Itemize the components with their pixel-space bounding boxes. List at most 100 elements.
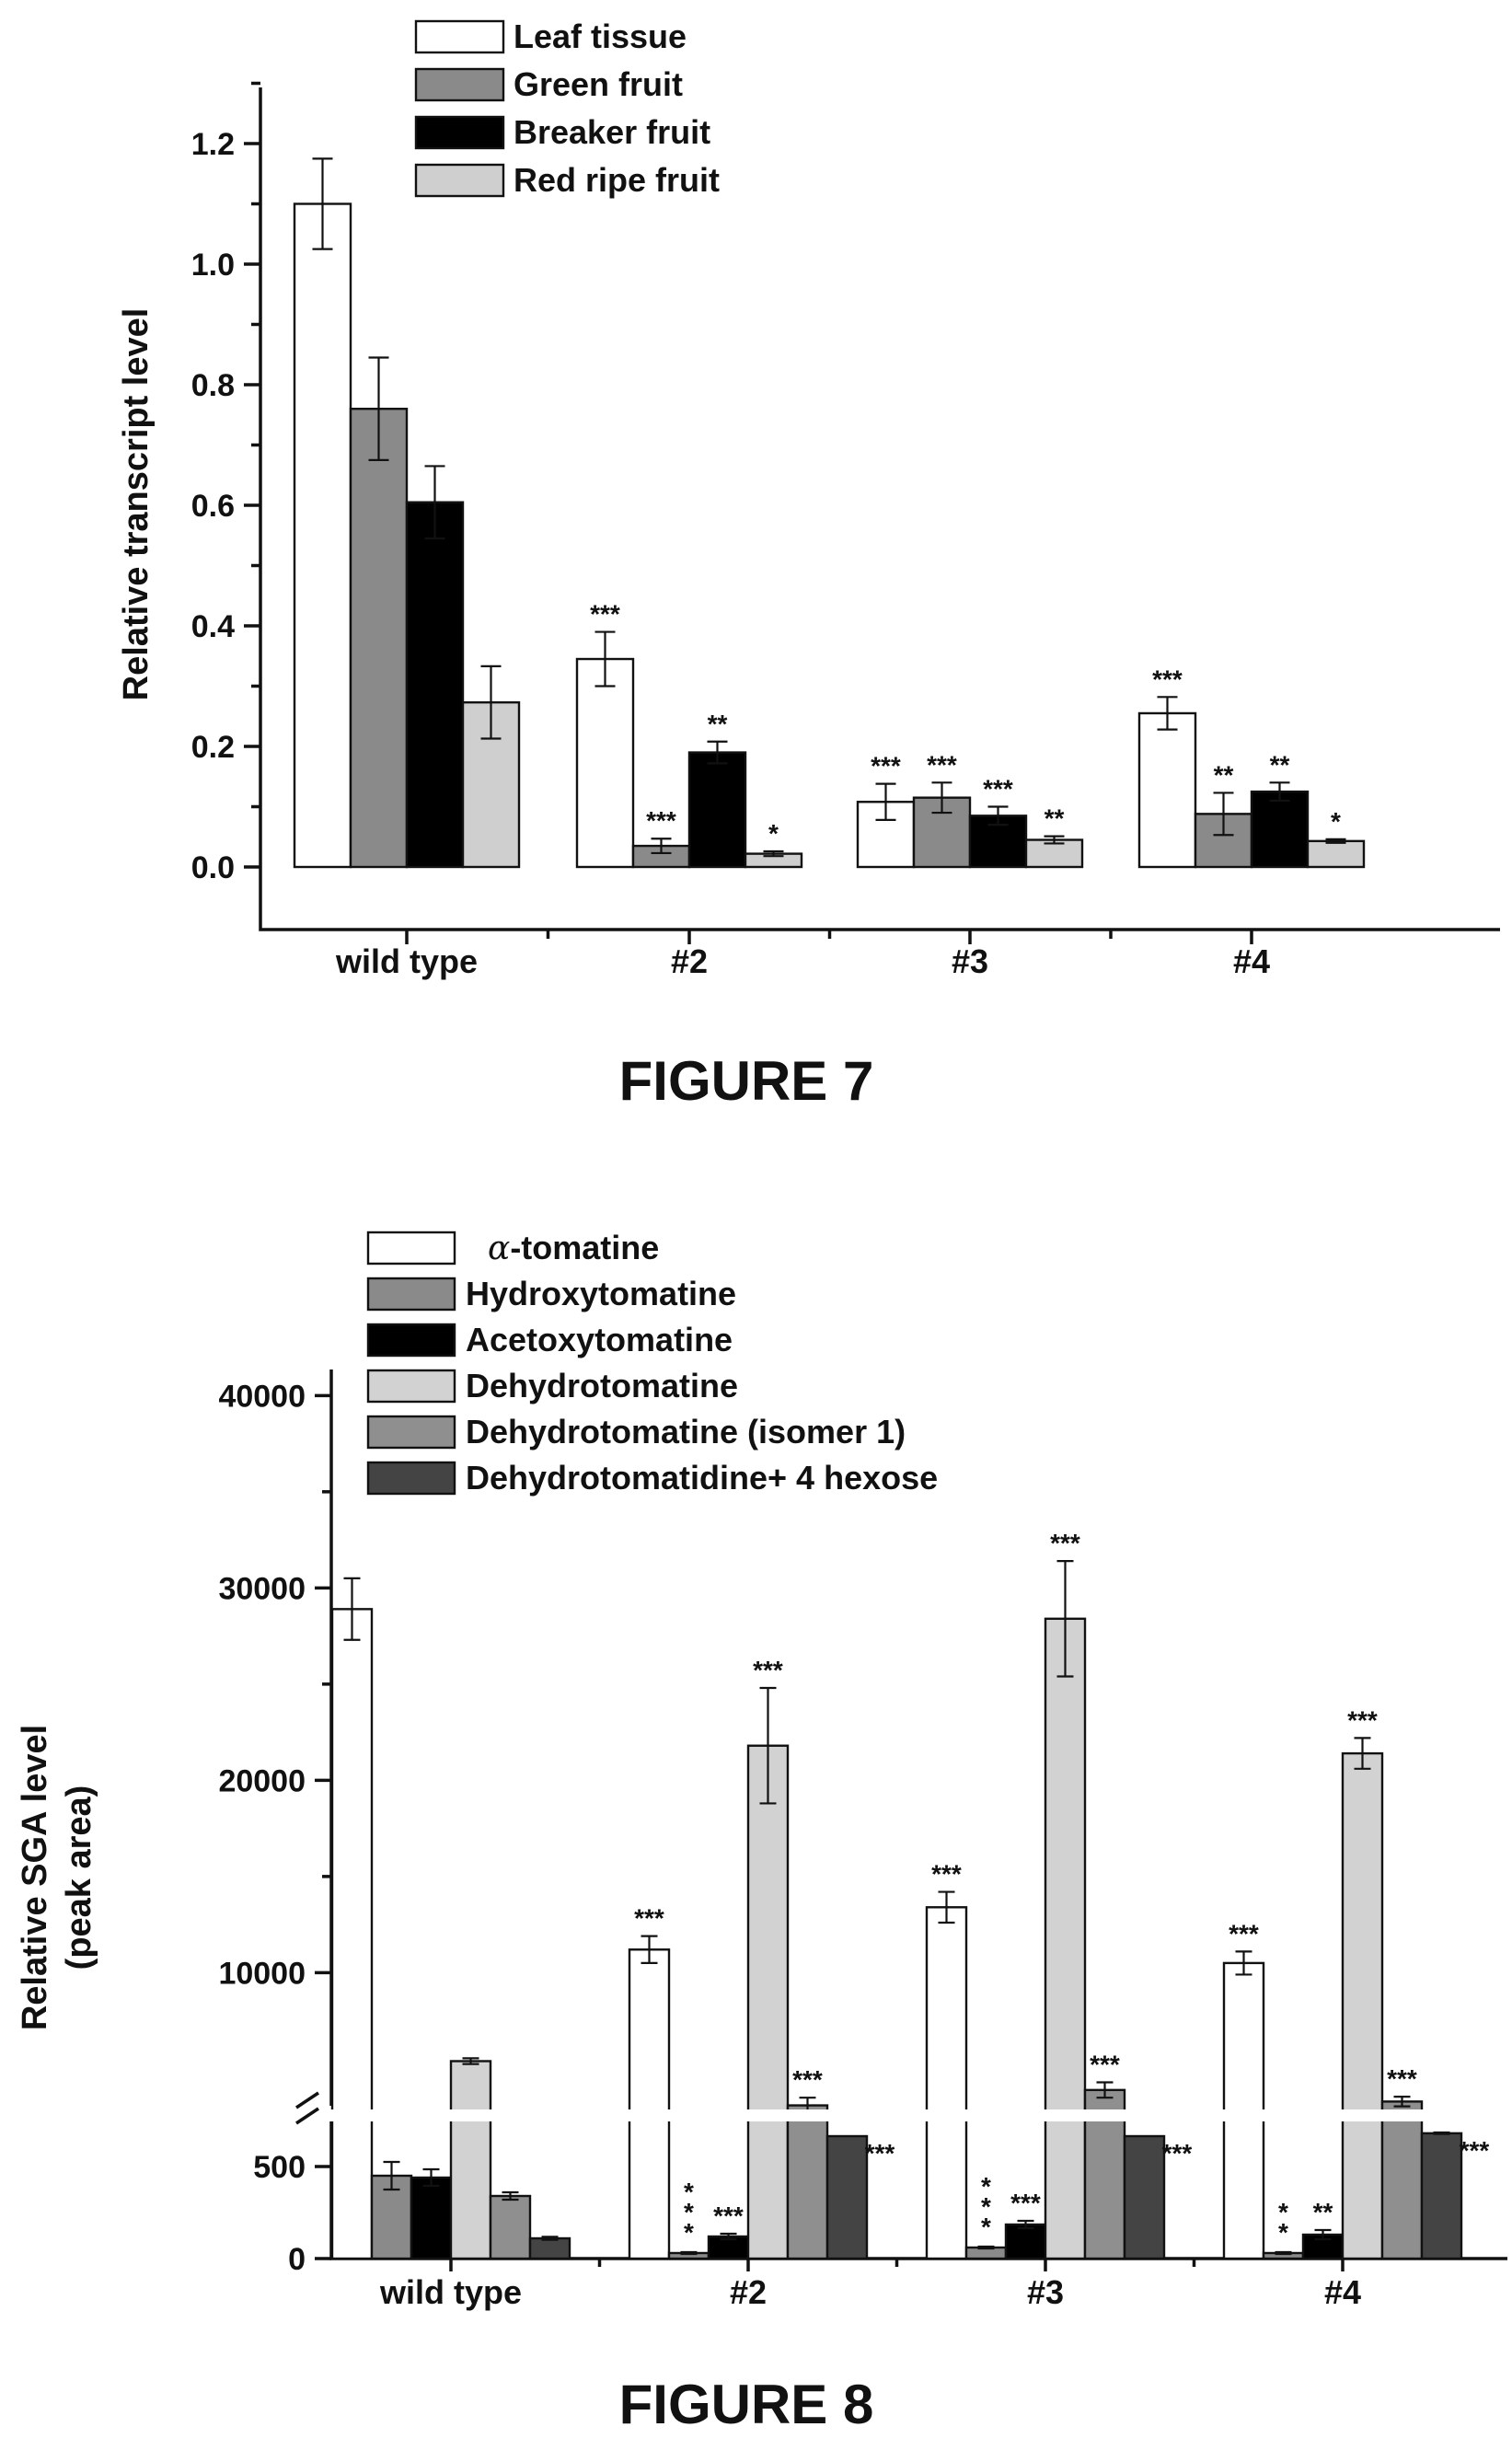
legend-label: Red ripe fruit <box>514 161 720 199</box>
legend-label: Dehydrotomatidine+ 4 hexose <box>466 1459 938 1497</box>
y-tick-label: 20000 <box>218 1763 306 1798</box>
y-tick-label: 30000 <box>218 1571 306 1606</box>
x-tick-label: #4 <box>1324 2273 1361 2311</box>
bar <box>293 202 352 869</box>
legend-swatch <box>366 1461 456 1496</box>
x-tick-label: #2 <box>671 942 708 980</box>
x-tick-label: #4 <box>1233 942 1270 980</box>
figure-7-label: FIGURE 7 <box>619 1050 874 1112</box>
legend-swatch <box>366 1369 456 1404</box>
bar <box>405 501 465 869</box>
significance-label: * <box>684 2178 694 2206</box>
significance-label: *** <box>590 600 620 629</box>
y-tick-label: 40000 <box>218 1379 306 1414</box>
significance-label: * <box>1331 807 1341 836</box>
legend-label: Leaf tissue <box>514 17 687 55</box>
bar <box>1123 2134 1166 2260</box>
significance-label: *** <box>713 2202 744 2230</box>
significance-label: *** <box>634 1904 664 1933</box>
legend-swatch <box>366 1323 456 1358</box>
significance-label: * <box>768 819 779 848</box>
bar <box>1380 2100 1424 2260</box>
legend-label: Dehydrotomatine <box>466 1367 738 1404</box>
significance-label: *** <box>1387 2064 1417 2093</box>
bar <box>1420 2132 1463 2260</box>
significance-label: *** <box>646 806 676 835</box>
bar <box>687 751 747 869</box>
axis-break-gap <box>290 2109 1512 2121</box>
significance-label: *** <box>1229 1919 1259 1947</box>
x-tick-label: #3 <box>1027 2273 1064 2311</box>
significance-label: * <box>684 2218 694 2247</box>
axis-break-mark <box>295 2091 319 2109</box>
legend-label: Breaker fruit <box>514 113 710 151</box>
bar <box>528 2236 571 2260</box>
bar <box>349 408 409 869</box>
bar <box>1004 2223 1047 2260</box>
figure-8-chart: 10000 20000 30000 40000 0 500 Relative SGA lev… <box>16 1229 1512 2311</box>
y-tick-label: 0.6 <box>191 489 235 524</box>
y-tick-label: 0.4 <box>191 609 235 644</box>
bar <box>489 2194 532 2260</box>
y-tick-label: 1.2 <box>191 127 235 162</box>
significance-label: *** <box>1050 1529 1080 1557</box>
significance-label: *** <box>1010 2189 1041 2217</box>
y-axis <box>259 87 1500 931</box>
significance-label: ** <box>1270 750 1290 779</box>
significance-label: *** <box>792 2065 823 2094</box>
legend-swatch <box>414 115 505 150</box>
y-tick-label: 0.0 <box>191 850 235 885</box>
y-axis-title: Relative SGA level (peak area) <box>16 1725 98 2030</box>
legend-swatch <box>414 67 505 102</box>
legend-swatch <box>414 19 505 54</box>
significance-label: *** <box>983 775 1013 803</box>
significance-label: ** <box>1045 804 1065 833</box>
bar <box>575 657 635 869</box>
y-tick-label: 10000 <box>218 1956 306 1991</box>
legend-label-text: -tomatine <box>510 1229 659 1266</box>
bar <box>1250 790 1310 869</box>
x-tick-label: wild type <box>379 2273 522 2311</box>
significance-label: *** <box>927 750 957 779</box>
y-tick-label: 0.8 <box>191 368 235 403</box>
axis-break-mark <box>295 2107 319 2125</box>
bar <box>1341 1751 1384 2260</box>
y-tick-label: 0.2 <box>191 730 235 765</box>
legend-label: Acetoxytomatine <box>466 1321 733 1358</box>
legend-label: Hydroxytomatine <box>466 1275 736 1312</box>
y-tick-label: 1.0 <box>191 248 235 283</box>
significance-label: *** <box>753 1656 783 1684</box>
significance-label: * <box>981 2172 991 2201</box>
bar <box>628 1948 671 2260</box>
significance-label: *** <box>931 1860 962 1889</box>
bar <box>825 2134 869 2260</box>
legend-swatch <box>366 1415 456 1450</box>
significance-label: *** <box>1162 2139 1193 2167</box>
x-tick-label: wild type <box>335 942 478 980</box>
significance-label: *** <box>1090 2050 1120 2078</box>
figure-7-chart: 0.0 0.2 0.4 0.6 0.8 1.0 1.2 Relative transcript… <box>117 17 1500 980</box>
significance-label: *** <box>865 2139 895 2167</box>
y-tick-label: 0 <box>288 2242 306 2277</box>
significance-label: * <box>981 2192 991 2221</box>
legend-swatch <box>366 1231 456 1265</box>
significance-label: *** <box>1460 2136 1490 2165</box>
y-axis-title: Relative transcript level <box>117 308 156 701</box>
y-tick-label: 500 <box>253 2150 306 2185</box>
significance-label: * <box>684 2198 694 2226</box>
bar <box>925 1906 968 2260</box>
bar <box>1137 711 1197 869</box>
y-axis-title-line: (peak area) <box>60 1785 98 1970</box>
legend-label: Dehydrotomatine (isomer 1) <box>466 1413 906 1450</box>
x-tick-label: #2 <box>730 2273 767 2311</box>
bar <box>330 1608 374 2260</box>
bar <box>410 2176 453 2260</box>
bar <box>746 1744 790 2260</box>
bar <box>786 2104 829 2260</box>
significance-label: * <box>1278 2198 1288 2226</box>
significance-label: * <box>1278 2218 1288 2247</box>
legend-label-alpha: α <box>488 1230 510 1267</box>
significance-label: * <box>981 2213 991 2241</box>
figure-8-label: FIGURE 8 <box>619 2374 874 2435</box>
